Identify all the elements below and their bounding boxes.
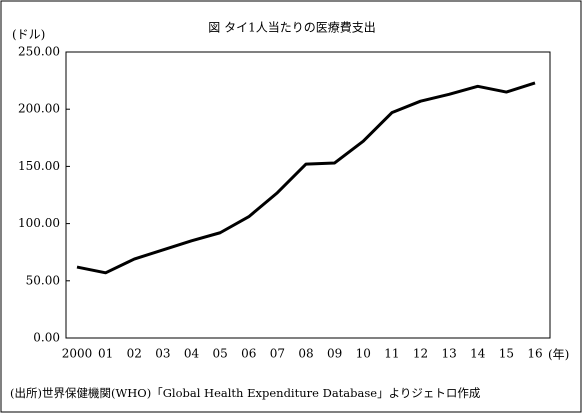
x-tick-label: 14 xyxy=(470,347,486,361)
x-axis-label: (年) xyxy=(548,348,569,362)
y-axis-label: (ドル) xyxy=(12,28,45,42)
y-tick-label: 0.00 xyxy=(33,331,60,345)
x-tick-label: 15 xyxy=(499,347,514,361)
x-tick-label: 2000 xyxy=(62,347,93,361)
x-tick-label: 06 xyxy=(241,347,256,361)
x-tick-label: 10 xyxy=(356,347,371,361)
x-tick-label: 16 xyxy=(527,347,542,361)
y-tick-label: 50.00 xyxy=(26,273,60,287)
plot-area xyxy=(65,51,551,339)
x-tick-label: 13 xyxy=(441,347,456,361)
y-tick-label: 200.00 xyxy=(18,102,60,116)
y-tick-label: 150.00 xyxy=(18,159,60,173)
x-tick-label: 05 xyxy=(212,347,227,361)
y-tick-label: 100.00 xyxy=(18,216,60,230)
y-tick-label: 250.00 xyxy=(18,45,60,59)
source-note: (出所)世界保健機関(WHO)「Global Health Expenditur… xyxy=(10,386,481,400)
x-tick-label: 07 xyxy=(270,347,285,361)
x-tick-label: 03 xyxy=(155,347,170,361)
x-tick-label: 01 xyxy=(98,347,113,361)
x-tick-label: 08 xyxy=(298,347,313,361)
x-tick-label: 11 xyxy=(384,347,399,361)
x-tick-label: 12 xyxy=(413,347,428,361)
x-tick-label: 09 xyxy=(327,347,342,361)
chart-title: 図 タイ1人当たりの医療費支出 xyxy=(208,20,375,35)
x-tick-label: 04 xyxy=(184,347,200,361)
x-tick-label: 02 xyxy=(127,347,142,361)
line-series xyxy=(76,81,536,275)
